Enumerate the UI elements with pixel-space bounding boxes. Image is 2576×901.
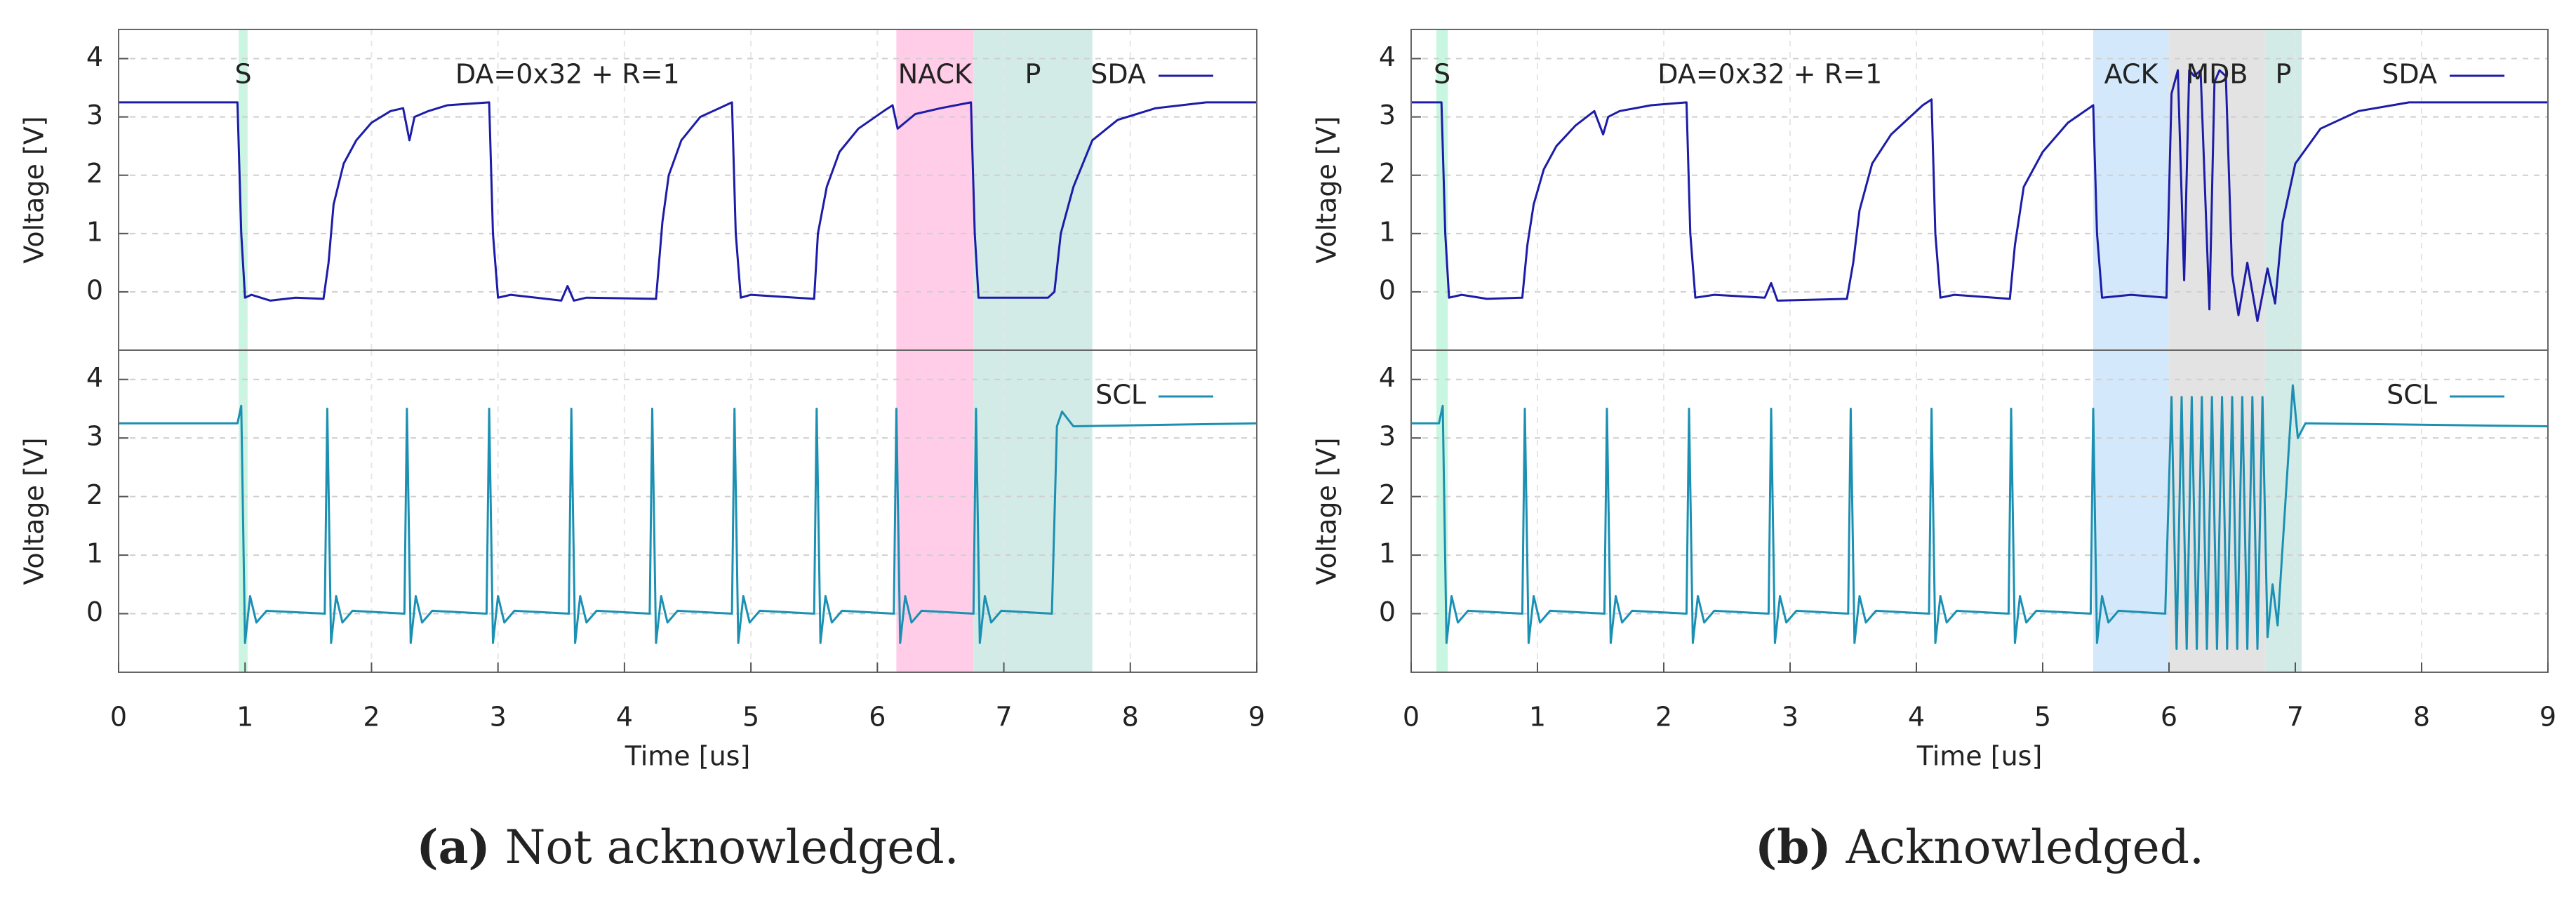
x-tick-label: 7	[2287, 702, 2304, 733]
x-tick-label: 0	[1403, 702, 1420, 733]
region-label: NACK	[898, 59, 973, 90]
x-tick-label: 9	[1248, 702, 1265, 733]
plot-frame	[1410, 29, 2549, 351]
annotation: DA=0x32 + R=1	[455, 59, 680, 90]
plot-frame	[1410, 349, 2549, 673]
y-tick-label: 3	[86, 100, 103, 131]
caption-space	[1831, 820, 1846, 874]
x-tick-label: 3	[490, 702, 507, 733]
y-axis-label: Voltage [V]	[1312, 437, 1342, 585]
x-tick-label: 1	[236, 702, 253, 733]
caption-label: (a)	[416, 820, 490, 874]
x-tick-label: 0	[110, 702, 127, 733]
y-tick-label: 2	[1379, 479, 1396, 510]
y-tick-label: 1	[86, 216, 103, 247]
signal-line	[119, 404, 1257, 644]
x-tick-label: 4	[1908, 702, 1925, 733]
caption-text: Acknowledged.	[1846, 820, 2204, 874]
x-tick-label: 9	[2540, 702, 2556, 733]
y-tick-label: 3	[86, 421, 103, 452]
legend-label: SCL	[2387, 380, 2437, 411]
y-tick-label: 4	[1379, 41, 1396, 72]
x-tick-label: 8	[1122, 702, 1139, 733]
x-tick-label: 2	[1655, 702, 1672, 733]
signal-line	[1411, 384, 2549, 650]
caption-text: Not acknowledged.	[505, 820, 959, 874]
x-axis-label: Time [us]	[625, 741, 751, 772]
y-tick-label: 2	[86, 158, 103, 189]
y-axis-label: Voltage [V]	[1312, 116, 1342, 263]
region-label: P	[1025, 59, 1041, 90]
region-label: ACK	[2104, 59, 2159, 90]
y-tick-label: 2	[86, 479, 103, 510]
legend-label: SCL	[1095, 380, 1146, 411]
y-tick-label: 4	[1379, 362, 1396, 393]
y-tick-label: 4	[86, 41, 103, 72]
y-tick-label: 2	[1379, 158, 1396, 189]
y-tick-label: 0	[86, 596, 103, 627]
y-tick-label: 1	[1379, 216, 1396, 247]
y-tick-label: 4	[86, 362, 103, 393]
x-tick-label: 5	[742, 702, 759, 733]
plot-frame	[118, 349, 1257, 673]
x-axis-label: Time [us]	[1916, 741, 2043, 772]
y-axis-label: Voltage [V]	[19, 116, 50, 263]
caption: (a) Not acknowledged.	[416, 820, 959, 874]
x-tick-label: 6	[2161, 702, 2177, 733]
y-tick-label: 1	[1379, 538, 1396, 569]
signal-line	[119, 101, 1257, 302]
legend-label: SDA	[1090, 59, 1146, 90]
caption: (b) Acknowledged.	[1755, 820, 2204, 874]
y-tick-label: 0	[1379, 596, 1396, 627]
y-tick-label: 1	[86, 538, 103, 569]
x-tick-label: 6	[869, 702, 886, 733]
signal-line	[1411, 69, 2548, 322]
region-label: P	[2275, 59, 2291, 90]
legend-label: SDA	[2382, 59, 2437, 90]
region-label: S	[234, 59, 251, 90]
annotation: DA=0x32 + R=1	[1657, 59, 1882, 90]
caption-label: (b)	[1755, 820, 1831, 874]
y-tick-label: 3	[1379, 100, 1396, 131]
x-tick-label: 5	[2034, 702, 2051, 733]
x-tick-label: 1	[1529, 702, 1546, 733]
region-label: S	[1434, 59, 1450, 90]
y-tick-label: 0	[1379, 274, 1396, 305]
x-tick-label: 2	[363, 702, 380, 733]
x-tick-label: 3	[1782, 702, 1798, 733]
region-label: MDB	[2186, 59, 2248, 90]
x-tick-label: 8	[2413, 702, 2430, 733]
y-tick-label: 3	[1379, 421, 1396, 452]
y-axis-label: Voltage [V]	[19, 437, 50, 585]
y-tick-label: 0	[86, 274, 103, 305]
x-tick-label: 4	[616, 702, 633, 733]
x-tick-label: 7	[995, 702, 1012, 733]
caption-space	[490, 820, 505, 874]
